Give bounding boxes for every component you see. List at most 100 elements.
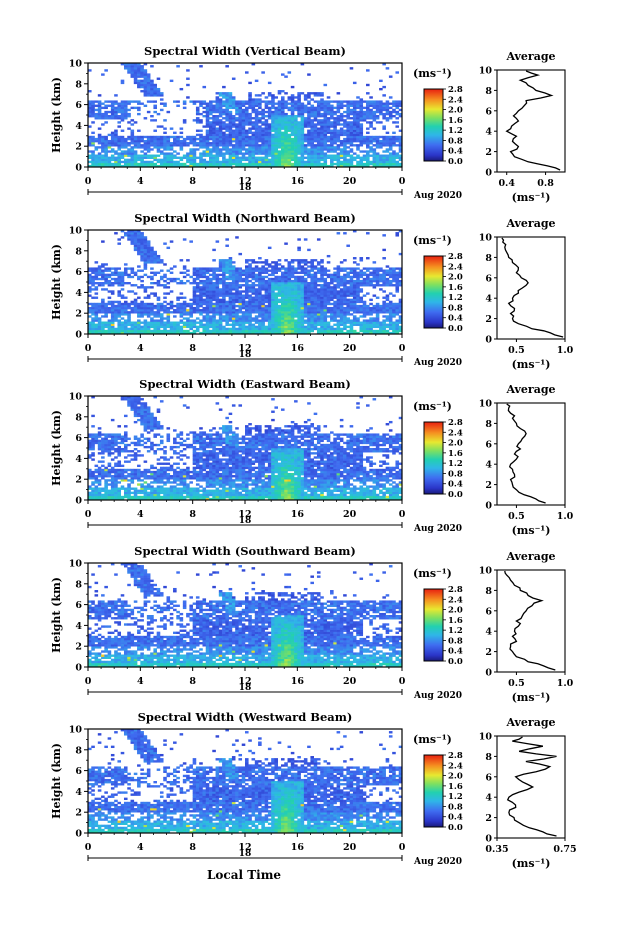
heatmap-cell bbox=[388, 156, 393, 159]
heatmap-cell bbox=[369, 102, 373, 105]
heatmap-cell bbox=[231, 327, 236, 331]
heatmap-cell bbox=[101, 158, 105, 162]
heatmap-cell bbox=[267, 125, 272, 128]
heatmap-cell bbox=[313, 292, 318, 295]
heatmap-cell bbox=[127, 302, 131, 306]
heatmap-cell bbox=[228, 104, 233, 107]
heatmap-cell bbox=[179, 302, 184, 306]
heatmap-cell bbox=[372, 323, 377, 326]
heatmap-cell bbox=[189, 150, 193, 153]
heatmap-cell bbox=[123, 158, 128, 162]
average-y-tick-label: 0 bbox=[485, 168, 492, 179]
heatmap-cell bbox=[228, 115, 233, 118]
heatmap-cell bbox=[346, 123, 350, 126]
heatmap-cell bbox=[91, 104, 95, 107]
heatmap-cell bbox=[218, 137, 223, 141]
heatmap-cell bbox=[284, 150, 288, 153]
heatmap-cell bbox=[264, 158, 269, 162]
heatmap-cell bbox=[339, 300, 344, 304]
heatmap-cell bbox=[352, 284, 357, 287]
heatmap-cell bbox=[163, 156, 167, 159]
heatmap-cell bbox=[225, 290, 229, 293]
heatmap-cells bbox=[88, 63, 403, 168]
heatmap-cell bbox=[251, 158, 256, 162]
heatmap-cell bbox=[94, 323, 99, 326]
heatmap-cell bbox=[343, 104, 347, 107]
heatmap-cell bbox=[110, 133, 115, 137]
heatmap-cell bbox=[320, 259, 324, 262]
heatmap-cell bbox=[189, 164, 193, 168]
heatmap-cell bbox=[156, 92, 161, 95]
heatmap-cell bbox=[248, 311, 252, 314]
heatmap-cell bbox=[254, 273, 259, 277]
heatmap-cell bbox=[382, 63, 386, 66]
heatmap-cell bbox=[127, 63, 131, 66]
heatmap-cell bbox=[316, 323, 321, 326]
heatmap-cell bbox=[114, 232, 118, 235]
heatmap-cell bbox=[137, 296, 141, 299]
heatmap-cell bbox=[228, 277, 233, 281]
heatmap-cell bbox=[215, 121, 220, 124]
heatmap-cell bbox=[130, 154, 135, 157]
heatmap-cell bbox=[352, 275, 357, 279]
heatmap-cell bbox=[94, 319, 99, 322]
heatmap-cell bbox=[231, 144, 236, 147]
heatmap-cell bbox=[153, 313, 157, 316]
heatmap-cell bbox=[212, 248, 216, 252]
heatmap-cell bbox=[238, 137, 243, 141]
heatmap-cell bbox=[287, 284, 292, 287]
heatmap-cell bbox=[107, 284, 112, 287]
heatmap-cell bbox=[133, 300, 138, 304]
heatmap-cell bbox=[323, 115, 328, 118]
heatmap-cell bbox=[110, 150, 115, 153]
heatmap-cell bbox=[212, 306, 216, 310]
heatmap-cell bbox=[127, 267, 131, 270]
heatmap-cell bbox=[320, 261, 324, 264]
heatmap-cell bbox=[107, 321, 112, 324]
heatmap-cell bbox=[212, 269, 216, 272]
heatmap-cell bbox=[280, 148, 285, 151]
heatmap-cell bbox=[212, 125, 216, 128]
heatmap-cell bbox=[156, 254, 161, 258]
heatmap-cell bbox=[209, 110, 213, 114]
heatmap-cell bbox=[166, 286, 171, 289]
heatmap-cell bbox=[189, 154, 193, 157]
heatmap-cell bbox=[369, 125, 373, 128]
heatmap-cell bbox=[313, 311, 318, 314]
heatmap-cell bbox=[248, 154, 252, 157]
heatmap-cell bbox=[300, 142, 305, 145]
heatmap-cell bbox=[287, 102, 292, 105]
heatmap-cell bbox=[176, 139, 180, 143]
heatmap-cell bbox=[123, 306, 128, 310]
heatmap-cell bbox=[133, 146, 138, 149]
heatmap-cell bbox=[159, 304, 164, 308]
heatmap-cell bbox=[369, 317, 373, 320]
heatmap-cell bbox=[97, 164, 102, 168]
heatmap-cell bbox=[271, 117, 275, 120]
heatmap-cell bbox=[300, 115, 305, 118]
heatmap-cell bbox=[254, 162, 259, 166]
heatmap-cell bbox=[258, 271, 262, 274]
heatmap-cell bbox=[156, 321, 161, 324]
heatmap-cell bbox=[143, 142, 148, 145]
heatmap-cell bbox=[114, 304, 118, 308]
heatmap-cell bbox=[261, 152, 265, 155]
heatmap-cell bbox=[176, 104, 180, 107]
heatmap-cell bbox=[284, 133, 288, 137]
heatmap-cell bbox=[101, 148, 105, 151]
heatmap-cell bbox=[248, 279, 252, 283]
heatmap-cell bbox=[330, 135, 334, 139]
average-unit: (ms⁻¹) bbox=[512, 191, 551, 204]
heatmap-cell bbox=[212, 133, 216, 137]
heatmap-cell bbox=[123, 302, 128, 306]
heatmap-cell bbox=[366, 154, 370, 157]
heatmap-cell bbox=[143, 156, 148, 159]
heatmap-cell bbox=[248, 127, 252, 130]
heatmap-cell bbox=[277, 152, 282, 155]
heatmap-cell bbox=[303, 96, 308, 99]
heatmap-cell bbox=[222, 158, 226, 162]
heatmap-cell bbox=[195, 119, 200, 122]
heatmap-cell bbox=[179, 304, 184, 308]
heatmap-cell bbox=[117, 139, 122, 143]
heatmap-cell bbox=[372, 100, 377, 103]
